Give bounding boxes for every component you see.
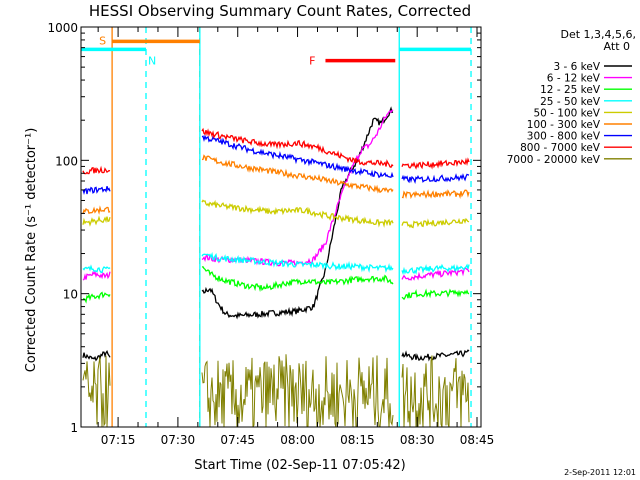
series-line bbox=[401, 173, 470, 184]
series-8 bbox=[82, 354, 470, 428]
x-tick-label: 08:15 bbox=[340, 433, 375, 447]
series-line bbox=[201, 109, 394, 267]
series-line bbox=[82, 165, 111, 175]
series-line bbox=[401, 349, 470, 362]
series-6 bbox=[82, 134, 470, 196]
series-line bbox=[201, 106, 394, 320]
series-line bbox=[82, 350, 111, 362]
x-axis-label: Start Time (02-Sep-11 07:05:42) bbox=[194, 458, 405, 473]
x-ticks: 07:15 07:30 07:45 08:00 08:15 08:30 08:45 bbox=[97, 27, 495, 447]
x-tick-label: 08:00 bbox=[280, 433, 315, 447]
series-line bbox=[82, 205, 111, 215]
legend-header-line1: Det 1,3,4,5,6, bbox=[560, 28, 636, 41]
series-line bbox=[401, 217, 470, 229]
series-line bbox=[401, 288, 470, 301]
x-tick-label: 07:15 bbox=[101, 433, 136, 447]
x-tick-label: 07:45 bbox=[220, 433, 255, 447]
x-tick-label: 08:30 bbox=[400, 433, 435, 447]
y-axis-label: Corrected Count Rate (s⁻¹ detector⁻¹) bbox=[24, 128, 39, 373]
series-line bbox=[401, 355, 470, 428]
series-line bbox=[82, 355, 111, 428]
y-tick-label: 100 bbox=[55, 154, 78, 168]
series-line bbox=[401, 189, 470, 200]
series-line bbox=[201, 354, 394, 428]
y-tick-label: 10 bbox=[63, 288, 78, 302]
legend-label-5: 100 - 300 keV bbox=[527, 119, 601, 131]
legend-label-6: 300 - 800 keV bbox=[527, 131, 601, 143]
series-line bbox=[401, 157, 470, 170]
x-tick-label: 07:30 bbox=[161, 433, 196, 447]
series-line bbox=[82, 264, 111, 273]
state-bar-label-0: S bbox=[99, 34, 106, 47]
series-line bbox=[201, 199, 394, 228]
series-line bbox=[201, 154, 394, 194]
chart-title: HESSI Observing Summary Count Rates, Cor… bbox=[89, 2, 471, 20]
legend-label-0: 3 - 6 keV bbox=[553, 61, 600, 73]
y-ticks: 1 10 100 1000 bbox=[47, 21, 481, 435]
legend-label-1: 6 - 12 keV bbox=[547, 73, 601, 85]
plot-frame bbox=[80, 26, 482, 428]
series-line bbox=[401, 267, 470, 281]
series-4 bbox=[82, 199, 470, 229]
series-line bbox=[82, 270, 111, 281]
series-line bbox=[201, 251, 394, 273]
timestamp: 2-Sep-2011 12:01 bbox=[564, 468, 636, 477]
state-bar-label-3: F bbox=[309, 55, 315, 68]
series-line bbox=[201, 127, 394, 168]
legend-label-8: 7000 - 20000 keV bbox=[507, 154, 601, 166]
series-0 bbox=[82, 106, 470, 362]
series-7 bbox=[82, 127, 470, 175]
state-bar-label-1: N bbox=[148, 54, 156, 67]
legend-label-4: 50 - 100 keV bbox=[533, 107, 600, 119]
legend-label-7: 800 - 7000 keV bbox=[520, 142, 601, 154]
legend-label-2: 12 - 25 keV bbox=[540, 84, 601, 96]
series-2 bbox=[82, 266, 470, 304]
x-tick-label: 08:45 bbox=[460, 433, 495, 447]
series-line bbox=[82, 215, 111, 227]
series-line bbox=[401, 263, 470, 276]
series-line bbox=[201, 134, 394, 179]
series-line bbox=[82, 291, 111, 304]
plot-area: S N F 1 10 100 1000 07:15 07:30 07:45 08:00 08:15 08… bbox=[47, 21, 632, 447]
series-5 bbox=[82, 154, 470, 215]
y-tick-label: 1 bbox=[70, 421, 78, 435]
series-line bbox=[82, 186, 111, 196]
series-3 bbox=[82, 251, 470, 276]
series-line bbox=[201, 266, 394, 293]
legend-label-3: 25 - 50 keV bbox=[540, 96, 601, 108]
legend-header-line2: Att 0 bbox=[604, 40, 630, 53]
y-tick-label: 1000 bbox=[47, 21, 78, 35]
